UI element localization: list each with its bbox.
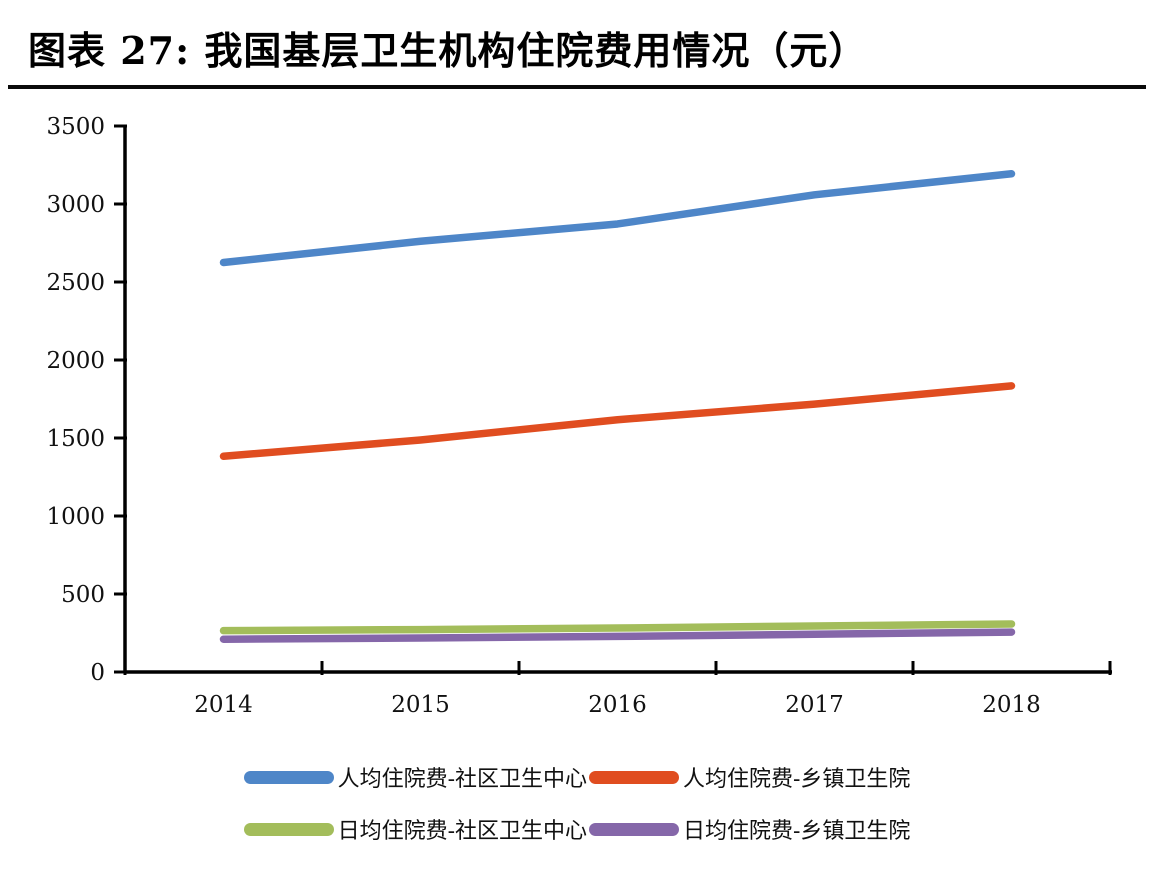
legend-label: 日均住院费-社区卫生中心 <box>337 819 587 845</box>
legend-row-1: 人均住院费-社区卫生中心 人均住院费-乡镇卫生院 <box>243 761 910 793</box>
legend-swatch-purple <box>589 822 679 836</box>
line-chart-canvas: 0 500 1000 1500 2000 2500 3000 3500 2014 2015 2016… <box>46 114 1112 718</box>
legend-item-daily-community: 日均住院费-社区卫生中心 <box>243 813 587 845</box>
svg-text:0: 0 <box>90 660 105 686</box>
svg-text:2014: 2014 <box>194 692 253 718</box>
legend-item-per-capita-community: 人均住院费-社区卫生中心 <box>243 761 587 793</box>
legend-item-daily-township: 日均住院费-乡镇卫生院 <box>589 813 910 845</box>
chart-legend: 人均住院费-社区卫生中心 人均住院费-乡镇卫生院 日均住院费-社区卫生中心 日均… <box>0 761 1154 845</box>
svg-text:2015: 2015 <box>391 692 450 718</box>
line-chart: 0 500 1000 1500 2000 2500 3000 3500 2014 2015 2016… <box>0 99 1154 759</box>
svg-text:2000: 2000 <box>46 348 105 374</box>
legend-swatch-blue <box>243 770 334 784</box>
svg-text:2017: 2017 <box>785 692 844 718</box>
legend-row-2: 日均住院费-社区卫生中心 日均住院费-乡镇卫生院 <box>243 813 910 845</box>
svg-text:3500: 3500 <box>46 114 105 140</box>
svg-text:2500: 2500 <box>46 270 105 296</box>
svg-text:1000: 1000 <box>46 504 105 530</box>
svg-text:2016: 2016 <box>588 692 647 718</box>
figure-title: 图表 27: 我国基层卫生机构住院费用情况（元） <box>28 28 868 73</box>
legend-swatch-green <box>243 822 334 836</box>
title-divider <box>8 85 1146 90</box>
svg-text:2018: 2018 <box>982 692 1041 718</box>
legend-label: 人均住院费-社区卫生中心 <box>337 767 587 793</box>
legend-swatch-red <box>589 770 679 784</box>
legend-label: 日均住院费-乡镇卫生院 <box>683 819 911 845</box>
svg-text:1500: 1500 <box>46 426 105 452</box>
legend-item-per-capita-township: 人均住院费-乡镇卫生院 <box>589 761 910 793</box>
svg-text:500: 500 <box>61 582 105 608</box>
svg-text:3000: 3000 <box>46 192 105 218</box>
legend-label: 人均住院费-乡镇卫生院 <box>683 767 911 793</box>
